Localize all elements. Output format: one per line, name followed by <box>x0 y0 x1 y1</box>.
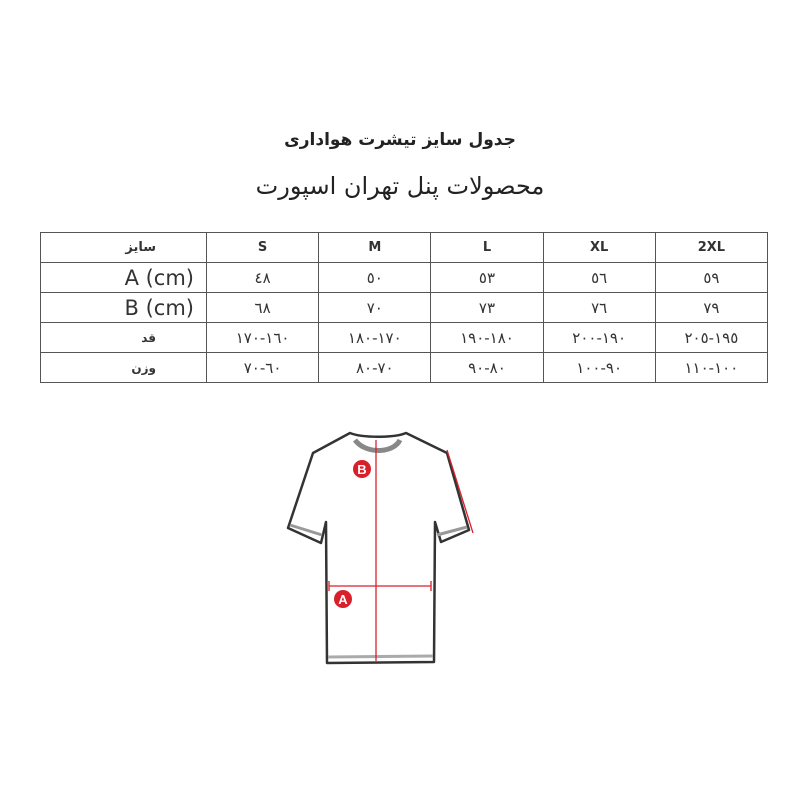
sleeve-cuff-left <box>289 523 323 537</box>
table-header-row: سایز S M L XL 2XL <box>40 232 769 263</box>
cell: ٧٠-٨٠ <box>318 352 432 383</box>
chart-subtitle: محصولات پنل تهران اسپورت <box>255 172 545 200</box>
collar <box>352 438 403 453</box>
cell: ٩٠-١٠٠ <box>542 352 656 383</box>
cell: ١٧٠-١٨٠ <box>318 322 432 353</box>
cell: ١٠٠-١١٠ <box>654 352 769 383</box>
header-l: L <box>430 232 544 263</box>
row-label: B (cm) <box>40 292 207 323</box>
measure-sleeve-line <box>446 449 474 534</box>
cell: ٧٠ <box>318 292 432 323</box>
cell: ٧٦ <box>542 292 656 323</box>
table-row-weight: وزن ٦٠-٧٠ ٧٠-٨٠ ٨٠-٩٠ ٩٠-١٠٠ ١٠٠-١١٠ <box>40 352 769 383</box>
chart-title: جدول سایز تیشرت هواداری <box>284 130 516 150</box>
cell: ٦٠-٧٠ <box>205 352 320 383</box>
header-xl: XL <box>542 232 656 263</box>
size-table: سایز S M L XL 2XL A (cm) ٤٨ ٥٠ ٥٣ ٥٦ ٥٩ … <box>40 232 769 383</box>
header-2xl: 2XL <box>654 232 769 263</box>
hem <box>327 654 434 659</box>
label-a-text: A <box>338 592 348 607</box>
label-b-text: B <box>357 462 366 477</box>
cell: ٥٣ <box>430 262 544 293</box>
label-b-badge <box>353 460 371 478</box>
row-label: وزن <box>40 352 207 383</box>
cell: ٤٨ <box>205 262 320 293</box>
cell: ٨٠-٩٠ <box>430 352 544 383</box>
cell: ١٨٠-١٩٠ <box>430 322 544 353</box>
cell: ٧٩ <box>654 292 769 323</box>
label-a-badge <box>334 590 352 608</box>
tshirt-outline <box>286 431 471 665</box>
sleeve-cuff-right <box>436 525 468 537</box>
